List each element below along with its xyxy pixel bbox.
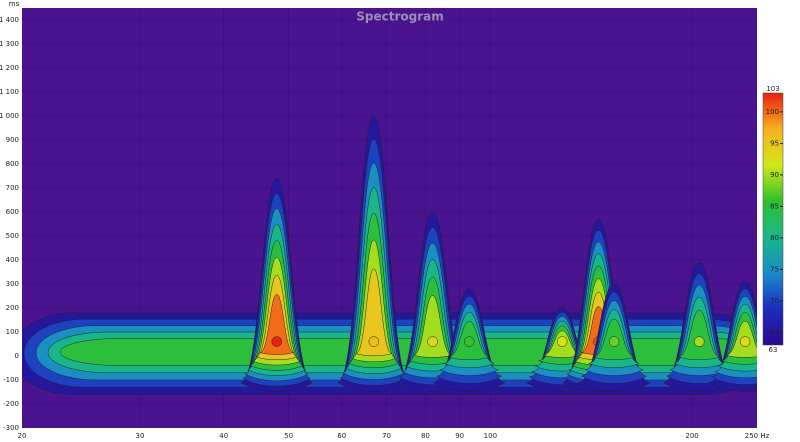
- y-tick-label: 1 400: [0, 16, 19, 24]
- y-tick-label: 400: [6, 256, 19, 264]
- peak: [577, 283, 651, 392]
- colorbar-tick-label: 70: [770, 297, 779, 305]
- y-tick-label: 800: [6, 160, 19, 168]
- x-tick-label: 70: [382, 432, 391, 440]
- peak-core: [693, 336, 705, 347]
- y-unit: ms: [9, 0, 20, 8]
- x-tick-label: 90: [455, 432, 464, 440]
- plot: [22, 8, 757, 428]
- contour: [259, 294, 294, 355]
- peak-core: [556, 336, 568, 347]
- peak: [708, 281, 757, 392]
- y-tick-label: 600: [6, 208, 19, 216]
- peak-core: [427, 336, 438, 347]
- contour: [355, 268, 392, 357]
- y-tick-label: 700: [6, 184, 19, 192]
- y-tick-label: 300: [6, 280, 19, 288]
- x-tick-label: 20: [18, 432, 27, 440]
- x-tick-label: 50: [284, 432, 293, 440]
- y-tick-label: 900: [6, 136, 19, 144]
- x-tick-label: 200: [685, 432, 698, 440]
- y-tick-label: -200: [3, 400, 19, 408]
- x-tick-label: 250 Hz: [745, 432, 770, 440]
- y-tick-label: 1 000: [0, 112, 19, 120]
- chart-title: Spectrogram: [356, 10, 444, 24]
- x-tick-label: 100: [484, 432, 497, 440]
- peak: [239, 178, 314, 392]
- y-tick-label: -300: [3, 424, 19, 432]
- x-tick-label: 60: [337, 432, 346, 440]
- y-tick-label: 500: [6, 232, 19, 240]
- peak-core: [368, 336, 380, 347]
- colorbar-tick-label: 80: [770, 234, 779, 242]
- peak-core: [463, 336, 475, 347]
- x-tick-label: 40: [219, 432, 228, 440]
- peak-core: [739, 336, 751, 347]
- peak: [432, 288, 507, 392]
- colorbar-tick-label: 65: [770, 328, 779, 336]
- colorbar-max: 103: [766, 85, 779, 93]
- peak-core: [271, 336, 283, 347]
- peak: [395, 211, 470, 392]
- colorbar-tick-label: 100: [766, 108, 779, 116]
- y-tick-label: 100: [6, 328, 19, 336]
- contour: [413, 295, 452, 358]
- y-tick-label: 1 300: [0, 40, 19, 48]
- colorbar-tick-label: 90: [770, 171, 779, 179]
- y-tick-label: 200: [6, 304, 19, 312]
- colorbar-min: 63: [769, 346, 778, 354]
- colorbar-tick-label: 75: [770, 265, 779, 273]
- peak-core: [608, 336, 620, 347]
- contour: [678, 309, 720, 361]
- y-tick-label: 0: [15, 352, 19, 360]
- y-tick-label: 1 100: [0, 88, 19, 96]
- peak: [337, 115, 411, 392]
- x-tick-label: 80: [421, 432, 430, 440]
- colorbar-tick-label: 95: [770, 139, 779, 147]
- colorbar: [762, 92, 784, 346]
- y-tick-label: 1 200: [0, 64, 19, 72]
- x-tick-label: 30: [136, 432, 145, 440]
- peak: [662, 262, 737, 392]
- y-tick-label: -100: [3, 376, 19, 384]
- colorbar-tick-label: 85: [770, 202, 779, 210]
